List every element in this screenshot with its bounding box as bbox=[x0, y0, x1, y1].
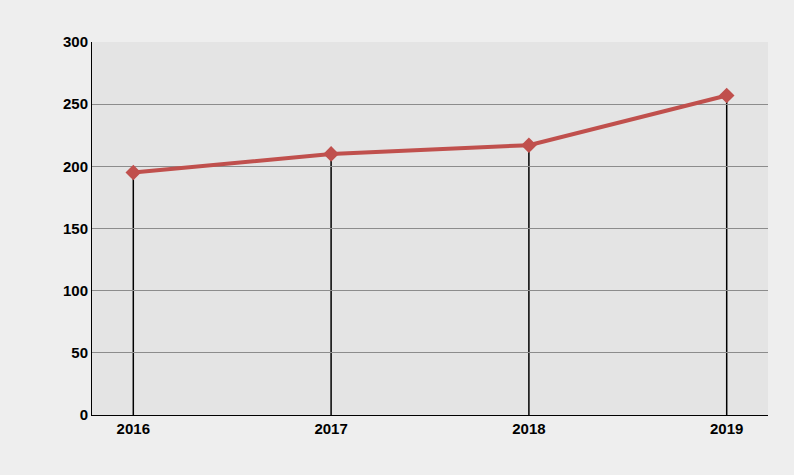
svg-text:50: 50 bbox=[71, 344, 88, 361]
svg-text:250: 250 bbox=[63, 95, 88, 112]
svg-text:100: 100 bbox=[63, 282, 88, 299]
svg-text:300: 300 bbox=[63, 33, 88, 50]
svg-text:2016: 2016 bbox=[117, 420, 150, 437]
svg-text:2018: 2018 bbox=[512, 420, 545, 437]
svg-text:0: 0 bbox=[80, 406, 88, 423]
svg-text:200: 200 bbox=[63, 158, 88, 175]
svg-text:2017: 2017 bbox=[314, 420, 347, 437]
svg-text:150: 150 bbox=[63, 220, 88, 237]
svg-text:2019: 2019 bbox=[710, 420, 743, 437]
